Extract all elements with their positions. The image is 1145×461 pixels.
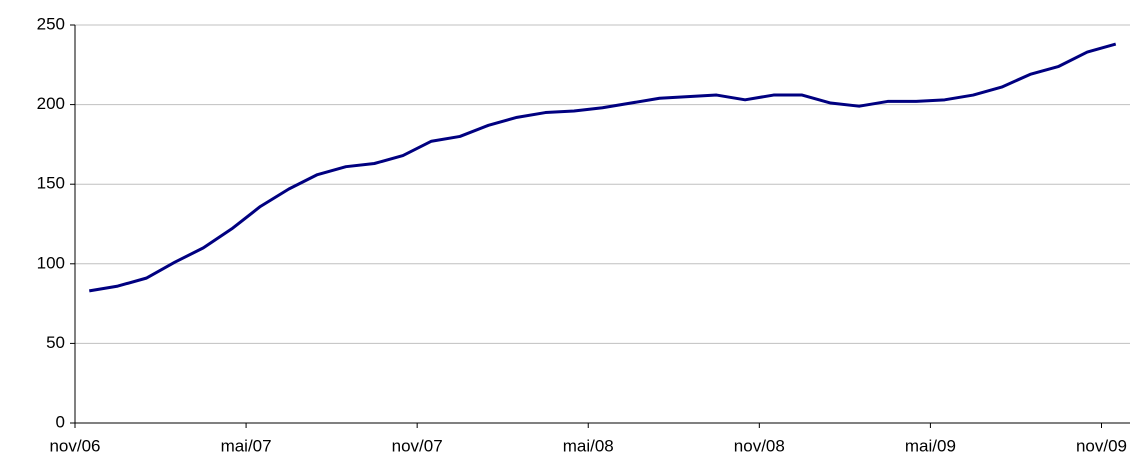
y-tick-label: 200 <box>37 94 65 113</box>
x-tick-label: mai/08 <box>563 436 614 455</box>
data-line <box>89 42 1117 293</box>
y-tick-label: 100 <box>37 253 65 272</box>
y-tick-label: 0 <box>56 412 65 431</box>
y-tick-label: 50 <box>46 333 65 352</box>
x-tick-label: nov/08 <box>734 436 785 455</box>
x-tick-label: nov/06 <box>49 436 100 455</box>
y-tick-label: 250 <box>37 14 65 33</box>
x-tick-label: mai/07 <box>221 436 272 455</box>
x-tick-label: mai/09 <box>905 436 956 455</box>
y-tick-label: 150 <box>37 174 65 193</box>
x-tick-label: nov/09 <box>1076 436 1127 455</box>
x-tick-label: nov/07 <box>392 436 443 455</box>
